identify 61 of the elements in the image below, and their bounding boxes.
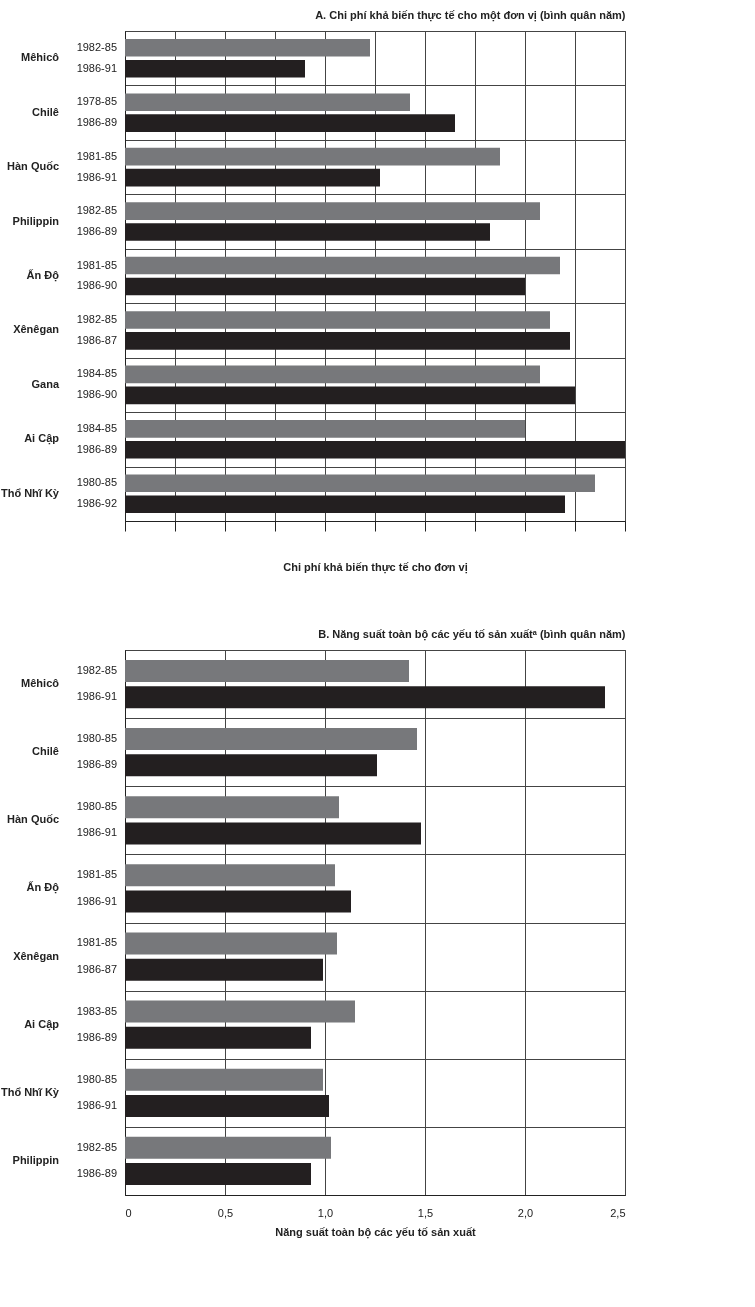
y-tick-label: 1980-85: [76, 732, 117, 745]
y-tick-label: 1986-89: [76, 1167, 117, 1180]
y-tick-label: 1986-87: [76, 333, 117, 346]
chart-title: A. Chi phí khả biến thực tế cho một đơn vị (bình quân năm): [315, 9, 626, 22]
y-tick-label: 1981-85: [76, 936, 117, 949]
y-tick-label: 1986-91: [76, 170, 117, 183]
x-tick-label: 2,5: [610, 1206, 626, 1219]
x-tick-label: 1,5: [417, 1206, 434, 1219]
y-tick-label: 1986-90: [76, 388, 117, 401]
text: Thổ Nhĩ Kỳ: [0, 486, 60, 499]
y-tick-label: 1980-85: [76, 476, 117, 489]
text: Thổ Nhĩ Kỳ: [0, 1085, 60, 1098]
y-tick-label: 1982-85: [76, 204, 117, 217]
y-tick-label: 1986-87: [76, 962, 117, 975]
text: Xênêgan: [13, 323, 60, 336]
y-tick-label: 1986-91: [76, 690, 117, 703]
y-tick-label: 1981-85: [76, 149, 117, 162]
y-tick-label: 1986-91: [76, 61, 117, 74]
x-tick-label: 0: [125, 1206, 132, 1219]
text: Philippin: [12, 1153, 60, 1166]
text: Mêhicô: [21, 677, 60, 690]
y-tick-label: 1986-89: [76, 758, 117, 771]
text: Ai Cập: [24, 432, 60, 446]
text: Hàn Quốc: [7, 160, 59, 173]
x-tick-label: 0,5: [217, 1206, 234, 1219]
y-tick-label: 1981-85: [76, 258, 117, 271]
y-tick-label: 1986-91: [76, 894, 117, 907]
text: Ấn Độ: [26, 269, 60, 282]
text: Philippin: [12, 214, 60, 227]
text: Mêhicô: [21, 51, 60, 64]
y-tick-label: 1982-85: [76, 1140, 117, 1153]
y-tick-label: 1986-89: [76, 442, 117, 455]
y-tick-label: 1981-85: [76, 868, 117, 881]
x-tick-label: 1,0: [317, 1206, 334, 1219]
text: Xênêgan: [13, 949, 60, 962]
x-axis-title: Năng suất toàn bộ các yếu tố sản xuất: [275, 1225, 477, 1239]
y-tick-label: 1978-85: [76, 95, 117, 108]
y-tick-label: 1986-92: [76, 497, 117, 510]
y-tick-label: 1980-85: [76, 800, 117, 813]
y-tick-label: 1986-91: [76, 1098, 117, 1111]
text: Gana: [31, 377, 60, 390]
y-tick-label: 1986-90: [76, 279, 117, 292]
text: Chilê: [32, 745, 59, 758]
y-tick-label: 1986-89: [76, 116, 117, 129]
text: Ai Cập: [24, 1017, 60, 1031]
y-tick-label: 1986-89: [76, 1030, 117, 1043]
y-tick-label: 1986-89: [76, 225, 117, 238]
x-axis-title: Chi phí khả biến thực tế cho đơn vị: [283, 561, 468, 574]
y-tick-label: 1982-85: [76, 663, 117, 676]
y-tick-label: 1980-85: [76, 1072, 117, 1085]
y-tick-label: 1983-85: [76, 1004, 117, 1017]
y-tick-label: 1984-85: [76, 367, 117, 380]
y-tick-label: 1982-85: [76, 40, 117, 53]
y-tick-label: 1986-91: [76, 826, 117, 839]
text: Ấn Độ: [26, 881, 60, 895]
y-tick-label: 1984-85: [76, 421, 117, 434]
text: Hàn Quốc: [7, 813, 59, 826]
text: Chilê: [32, 105, 59, 118]
x-tick-label: 2,0: [517, 1206, 534, 1219]
y-tick-label: 1982-85: [76, 312, 117, 325]
chart-title: B. Năng suất toàn bộ các yếu tố sản xuấtᵃ (bình quân năm): [318, 628, 626, 641]
